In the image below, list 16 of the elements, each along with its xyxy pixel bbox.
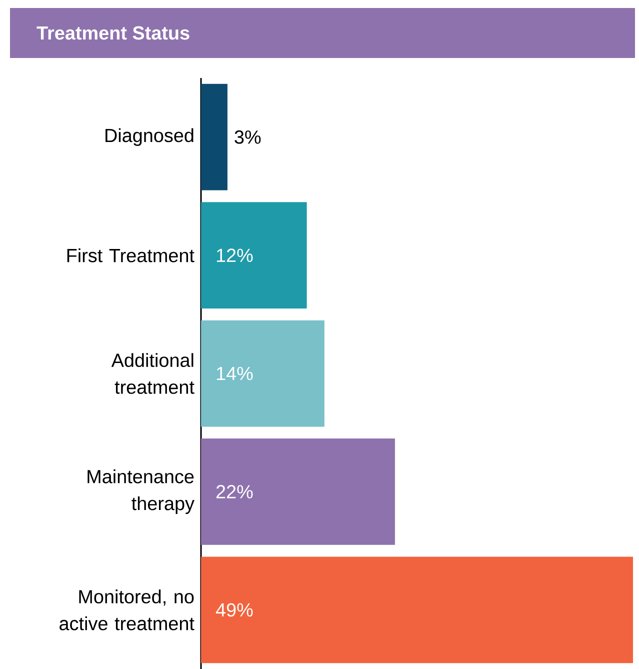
y-tick-label: First Treatment <box>67 248 194 262</box>
chart-title: Treatment Status <box>36 26 190 40</box>
y-tick-label: Additional treatment <box>111 353 194 394</box>
y-tick-label: Monitored, no active treatment <box>60 590 194 630</box>
data-label: 49% <box>216 603 253 617</box>
bar <box>201 438 395 545</box>
bar <box>201 556 634 664</box>
data-label: 3% <box>234 130 261 144</box>
data-label: 14% <box>216 366 253 380</box>
bar <box>201 320 324 427</box>
bar <box>201 202 307 308</box>
y-tick-label: Maintenance therapy <box>88 469 194 514</box>
bar <box>201 84 228 190</box>
data-label: 22% <box>216 485 253 498</box>
y-tick-label: Diagnosed <box>106 128 194 146</box>
data-label: 12% <box>216 248 253 262</box>
